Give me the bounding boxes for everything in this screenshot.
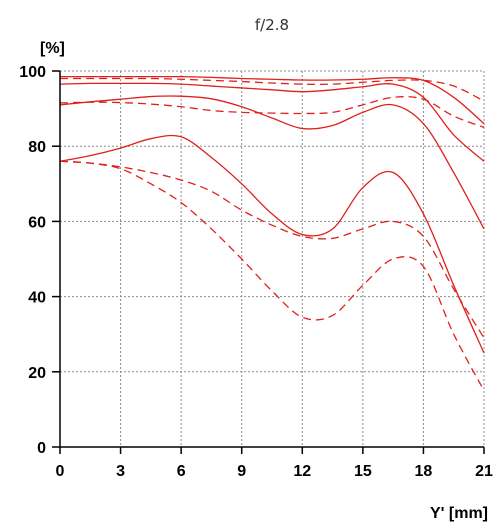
y-tick-label-20: 20	[28, 365, 46, 382]
y-tick-labels: 0 20 40 60 80 100	[19, 64, 46, 457]
y-tick-label-40: 40	[28, 290, 46, 307]
grid	[60, 70, 485, 447]
x-tick-label-3: 3	[116, 463, 125, 480]
mtf-curve-8-dashed	[59, 160, 485, 391]
x-tick-label-6: 6	[177, 463, 186, 480]
x-tick-label-18: 18	[415, 463, 433, 480]
x-tick-label-15: 15	[354, 463, 372, 480]
x-tick-label-0: 0	[56, 463, 65, 480]
y-tick-label-100: 100	[19, 64, 46, 81]
mtf-curve-6-dashed	[59, 160, 485, 339]
y-tick-label-80: 80	[28, 139, 46, 156]
mtf-curve-7-solid	[59, 134, 485, 354]
y-tick-label-0: 0	[37, 440, 46, 457]
mtf-curve-2-dashed	[60, 77, 485, 102]
x-tick-label-21: 21	[475, 463, 493, 480]
x-tick-label-9: 9	[237, 463, 246, 480]
x-tick-labels: 0 3 6 9 12 15 18 21	[56, 463, 493, 480]
y-axis-label: [%]	[40, 40, 65, 57]
mtf-curve-1-solid	[59, 75, 485, 125]
mtf-curve-4-dashed	[59, 96, 485, 129]
axes	[52, 70, 485, 454]
x-tick-label-12: 12	[293, 463, 311, 480]
x-axis-label: Y' [mm]	[430, 505, 488, 522]
mtf-curve-5-solid	[59, 95, 485, 230]
mtf-curves	[59, 75, 485, 391]
chart-title: f/2.8	[255, 16, 289, 34]
mtf-curve-3-solid	[59, 82, 485, 162]
y-tick-label-60: 60	[28, 214, 46, 231]
